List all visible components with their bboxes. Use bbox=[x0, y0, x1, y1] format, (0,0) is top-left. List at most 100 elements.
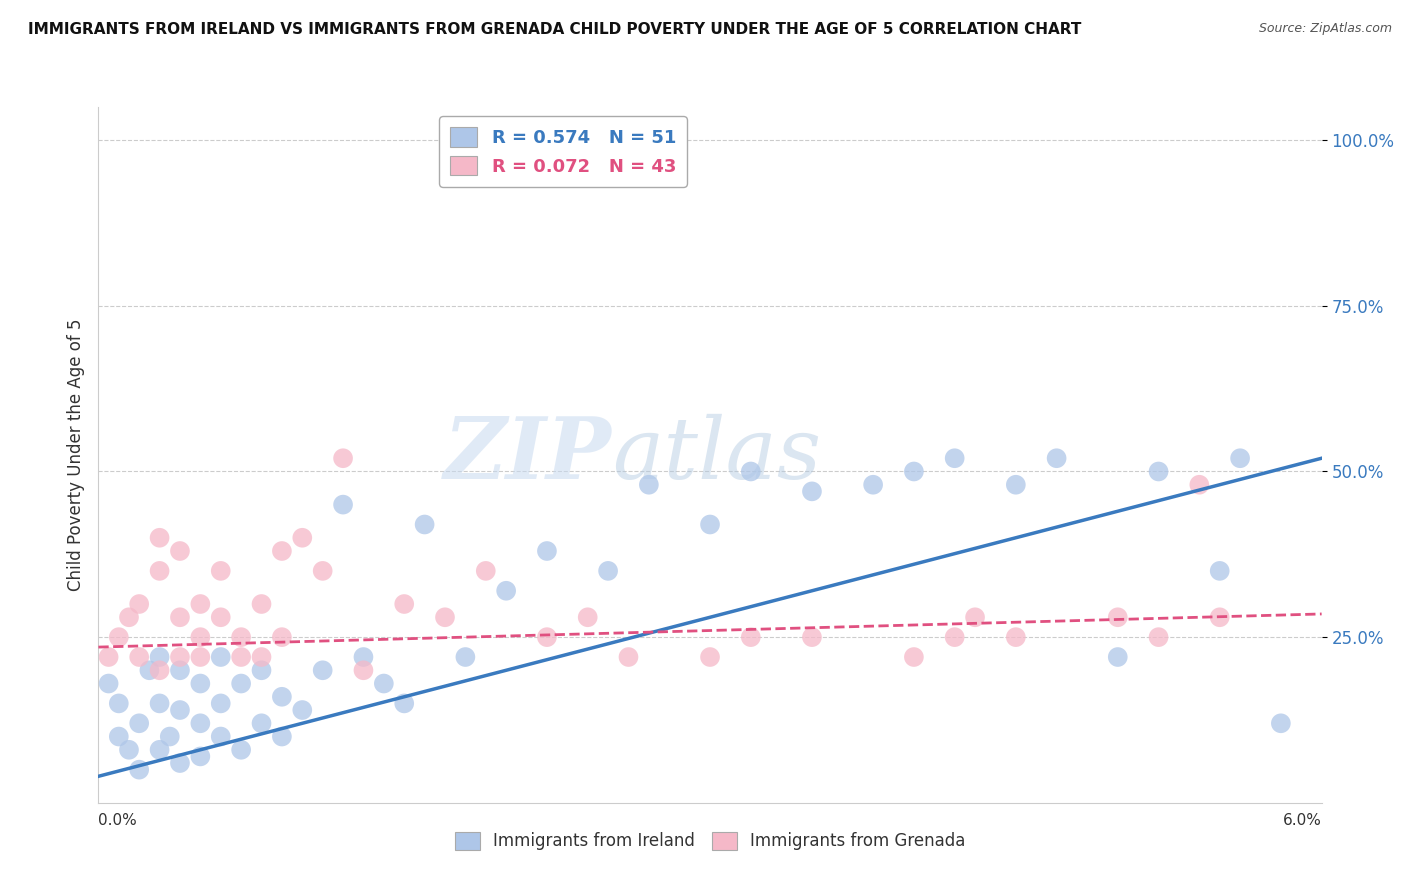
Point bbox=[454, 650, 477, 665]
Point bbox=[392, 697, 416, 711]
Point bbox=[231, 743, 253, 757]
Point bbox=[169, 610, 191, 624]
Point bbox=[576, 610, 599, 624]
Point bbox=[1208, 564, 1232, 578]
Point bbox=[108, 630, 131, 644]
Point bbox=[209, 730, 232, 744]
Point bbox=[209, 564, 232, 578]
Point bbox=[138, 663, 160, 677]
Point bbox=[209, 650, 232, 665]
Point bbox=[231, 676, 253, 690]
Point bbox=[149, 697, 172, 711]
Point bbox=[128, 763, 150, 777]
Point bbox=[699, 517, 721, 532]
Point bbox=[963, 610, 986, 624]
Point bbox=[188, 749, 212, 764]
Point bbox=[250, 650, 273, 665]
Point bbox=[699, 650, 721, 665]
Point bbox=[118, 743, 141, 757]
Point bbox=[188, 650, 212, 665]
Point bbox=[128, 716, 150, 731]
Point bbox=[311, 564, 335, 578]
Point bbox=[118, 610, 141, 624]
Point bbox=[97, 676, 120, 690]
Point bbox=[1208, 610, 1232, 624]
Point bbox=[188, 716, 212, 731]
Point bbox=[108, 697, 131, 711]
Point bbox=[598, 564, 620, 578]
Point bbox=[332, 498, 354, 512]
Point bbox=[1147, 630, 1170, 644]
Point bbox=[943, 630, 966, 644]
Point bbox=[311, 663, 335, 677]
Point bbox=[291, 703, 314, 717]
Point bbox=[250, 716, 273, 731]
Point bbox=[188, 630, 212, 644]
Point bbox=[169, 650, 191, 665]
Point bbox=[332, 451, 354, 466]
Point bbox=[495, 583, 517, 598]
Point bbox=[943, 451, 966, 466]
Point bbox=[108, 730, 131, 744]
Point bbox=[536, 630, 558, 644]
Point bbox=[188, 676, 212, 690]
Point bbox=[270, 544, 292, 558]
Text: IMMIGRANTS FROM IRELAND VS IMMIGRANTS FROM GRENADA CHILD POVERTY UNDER THE AGE O: IMMIGRANTS FROM IRELAND VS IMMIGRANTS FR… bbox=[28, 22, 1081, 37]
Point bbox=[352, 663, 374, 677]
Point bbox=[128, 650, 150, 665]
Point bbox=[740, 465, 762, 479]
Point bbox=[270, 730, 292, 744]
Point bbox=[801, 630, 824, 644]
Point bbox=[270, 630, 292, 644]
Point bbox=[149, 663, 172, 677]
Point bbox=[801, 484, 824, 499]
Point bbox=[149, 650, 172, 665]
Point bbox=[1147, 465, 1170, 479]
Point bbox=[128, 597, 150, 611]
Point bbox=[1229, 451, 1251, 466]
Point bbox=[188, 597, 212, 611]
Legend: Immigrants from Ireland, Immigrants from Grenada: Immigrants from Ireland, Immigrants from… bbox=[449, 825, 972, 857]
Point bbox=[474, 564, 498, 578]
Point bbox=[1188, 477, 1211, 491]
Point bbox=[169, 703, 191, 717]
Point bbox=[1107, 610, 1129, 624]
Point bbox=[352, 650, 374, 665]
Point bbox=[637, 477, 661, 491]
Point bbox=[1004, 630, 1026, 644]
Point bbox=[231, 630, 253, 644]
Point bbox=[250, 663, 273, 677]
Point bbox=[169, 663, 191, 677]
Point bbox=[617, 650, 640, 665]
Point bbox=[903, 650, 925, 665]
Y-axis label: Child Poverty Under the Age of 5: Child Poverty Under the Age of 5 bbox=[66, 318, 84, 591]
Point bbox=[862, 477, 884, 491]
Point bbox=[97, 650, 120, 665]
Point bbox=[169, 756, 191, 770]
Point bbox=[903, 465, 925, 479]
Point bbox=[1270, 716, 1292, 731]
Point bbox=[1004, 477, 1026, 491]
Point bbox=[740, 630, 762, 644]
Text: Source: ZipAtlas.com: Source: ZipAtlas.com bbox=[1258, 22, 1392, 36]
Point bbox=[231, 650, 253, 665]
Point bbox=[433, 610, 456, 624]
Point bbox=[373, 676, 395, 690]
Point bbox=[209, 697, 232, 711]
Point bbox=[392, 597, 416, 611]
Text: 0.0%: 0.0% bbox=[98, 813, 138, 828]
Point bbox=[149, 743, 172, 757]
Point bbox=[291, 531, 314, 545]
Text: ZIP: ZIP bbox=[444, 413, 612, 497]
Point bbox=[1045, 451, 1069, 466]
Point bbox=[1107, 650, 1129, 665]
Point bbox=[159, 730, 181, 744]
Point bbox=[413, 517, 436, 532]
Text: 6.0%: 6.0% bbox=[1282, 813, 1322, 828]
Point bbox=[270, 690, 292, 704]
Point bbox=[536, 544, 558, 558]
Point bbox=[250, 597, 273, 611]
Point bbox=[169, 544, 191, 558]
Point bbox=[149, 531, 172, 545]
Text: atlas: atlas bbox=[612, 414, 821, 496]
